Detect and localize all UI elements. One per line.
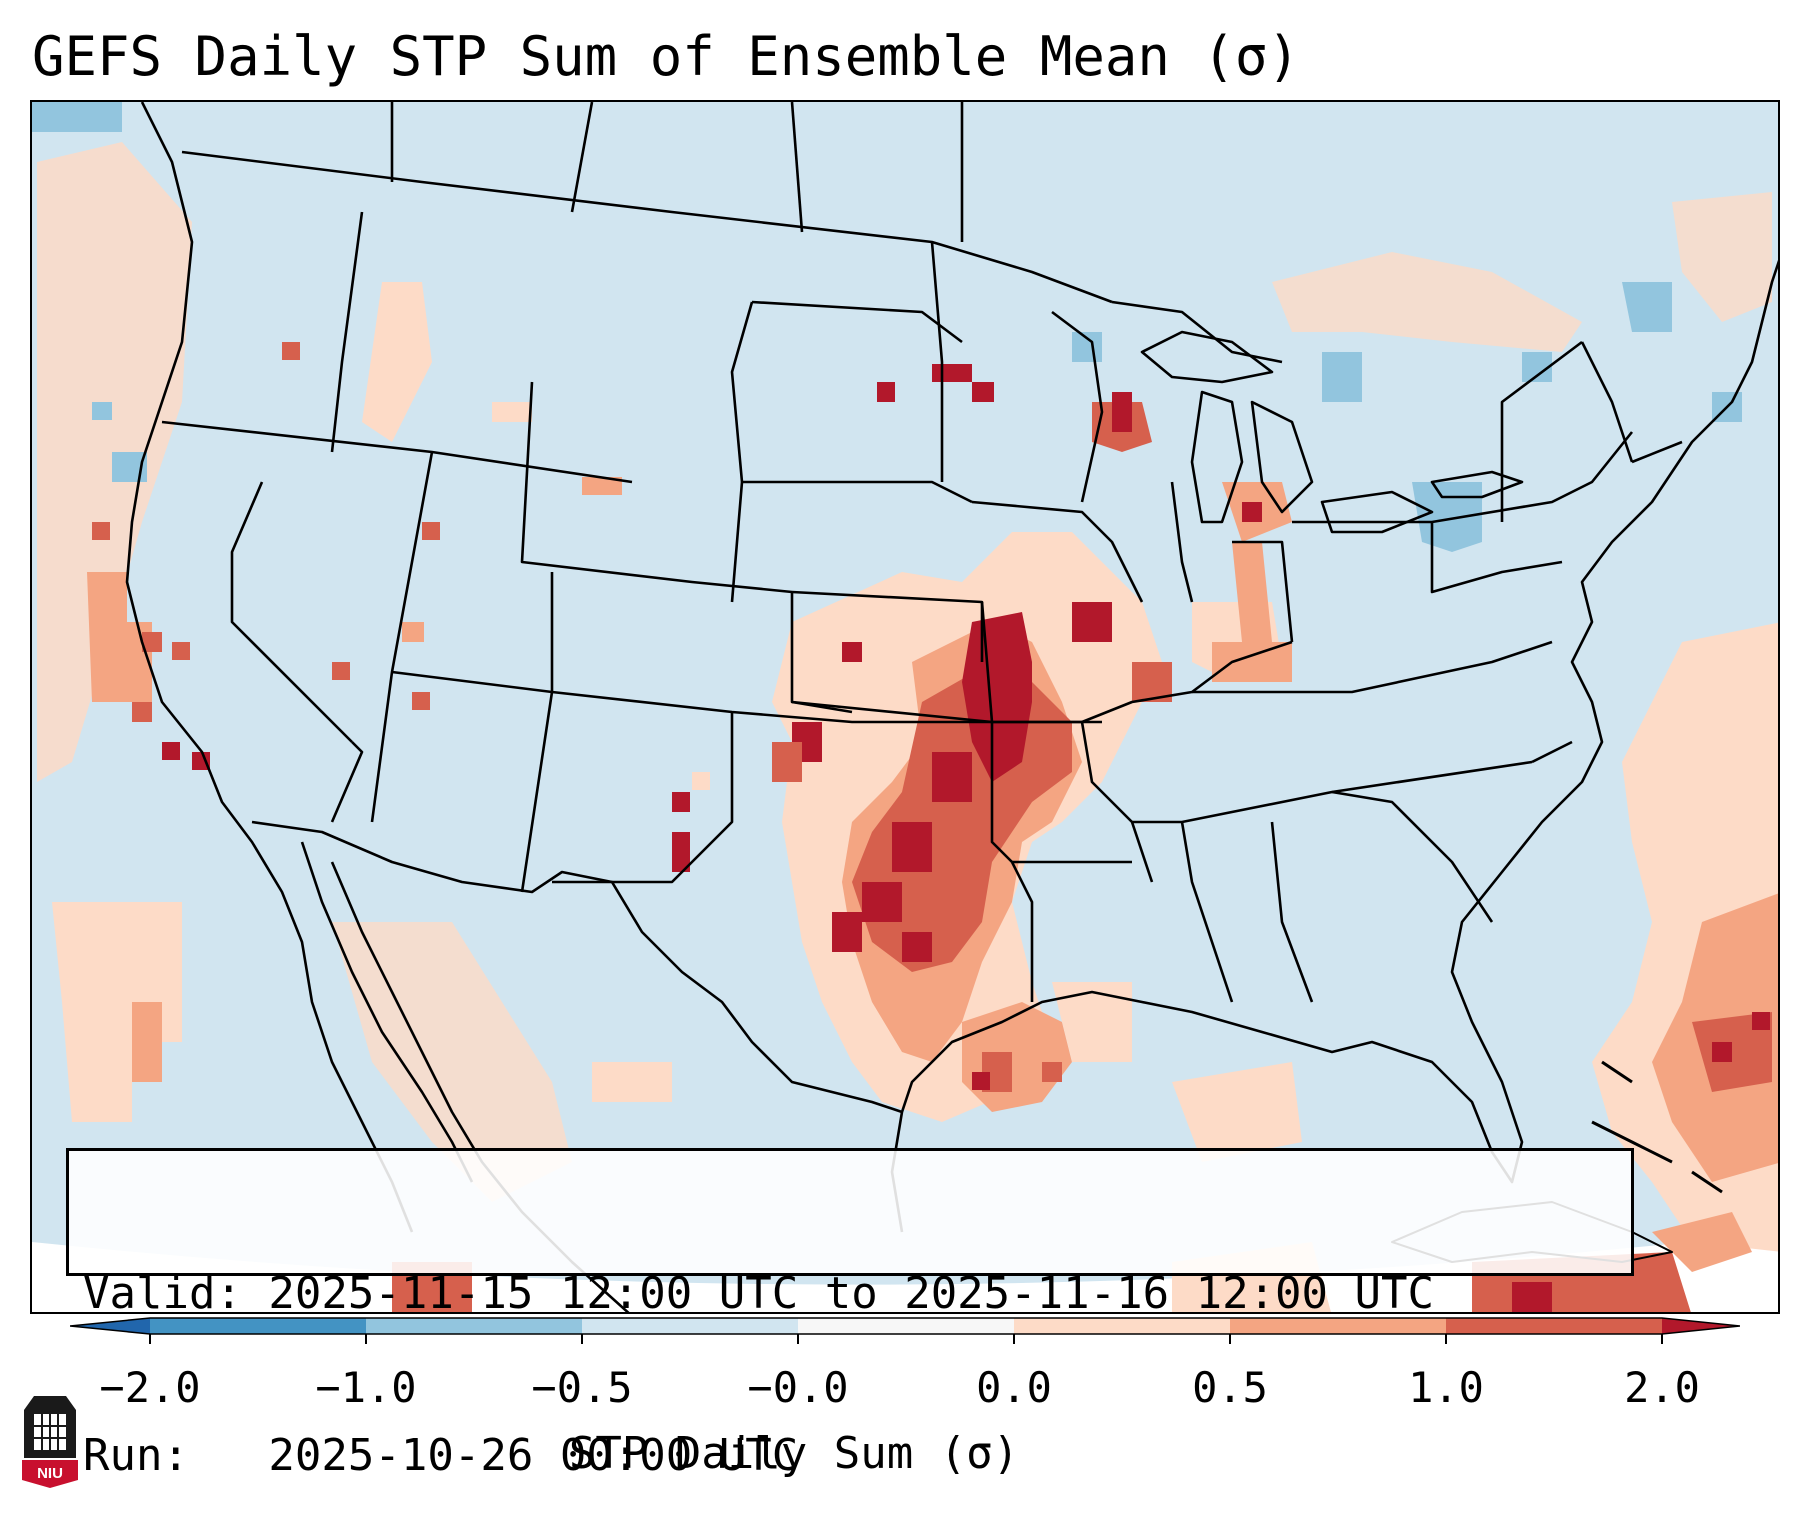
logo-text: NIU — [37, 1465, 63, 1482]
colorbar-bin — [1446, 1318, 1662, 1334]
map-panel[interactable] — [30, 100, 1780, 1314]
colorbar-bin — [1230, 1318, 1446, 1334]
colorbar-tick-label: 2.0 — [1624, 1363, 1700, 1412]
pacific-coastline — [125, 102, 414, 1233]
valid-time-line: Valid: 2025-11-15 12:00 UTC to 2025-11-1… — [83, 1268, 1435, 1319]
stp-anomaly-cells — [32, 102, 1778, 1312]
colorbar-tick-label: 1.0 — [1408, 1363, 1484, 1412]
us-mexico-border — [251, 820, 903, 1114]
run-time-line: Run: 2025-10-26 00:00 UTC — [83, 1430, 799, 1481]
colorbar-bin — [582, 1318, 798, 1334]
colorbar-tick-label: −2.0 — [99, 1363, 201, 1412]
valid-run-info-box: Valid: 2025-11-15 12:00 UTC to 2025-11-1… — [66, 1148, 1634, 1481]
colorbar-tick-label: −1.0 — [315, 1363, 417, 1412]
colorbar-bin — [798, 1318, 1014, 1334]
map-boundaries — [125, 102, 1778, 1312]
niu-logo: NIU — [22, 1396, 78, 1488]
colorbar-tick-label: −0.0 — [747, 1363, 849, 1412]
colorbar-label: STP Daily Sum (σ) — [568, 1428, 1020, 1479]
colorbar-bin — [150, 1318, 366, 1334]
colorbar-tick-label: 0.0 — [976, 1363, 1052, 1412]
colorbar-tick-label: −0.5 — [531, 1363, 633, 1412]
stp-map — [32, 102, 1778, 1312]
colorbar-extend-left — [70, 1318, 150, 1334]
atlantic-gulf-coastline — [890, 259, 1778, 1233]
colorbar-bin — [366, 1318, 582, 1334]
colorbar-bin — [1014, 1318, 1230, 1334]
baja-coastline — [300, 841, 474, 1183]
colorbar-ticks — [149, 1334, 1663, 1344]
map-title: GEFS Daily STP Sum of Ensemble Mean (σ) — [32, 25, 1300, 88]
colorbar-tick-label: 0.5 — [1192, 1363, 1268, 1412]
colorbar — [70, 1317, 1740, 1344]
colorbar-extend-right — [1662, 1318, 1740, 1334]
